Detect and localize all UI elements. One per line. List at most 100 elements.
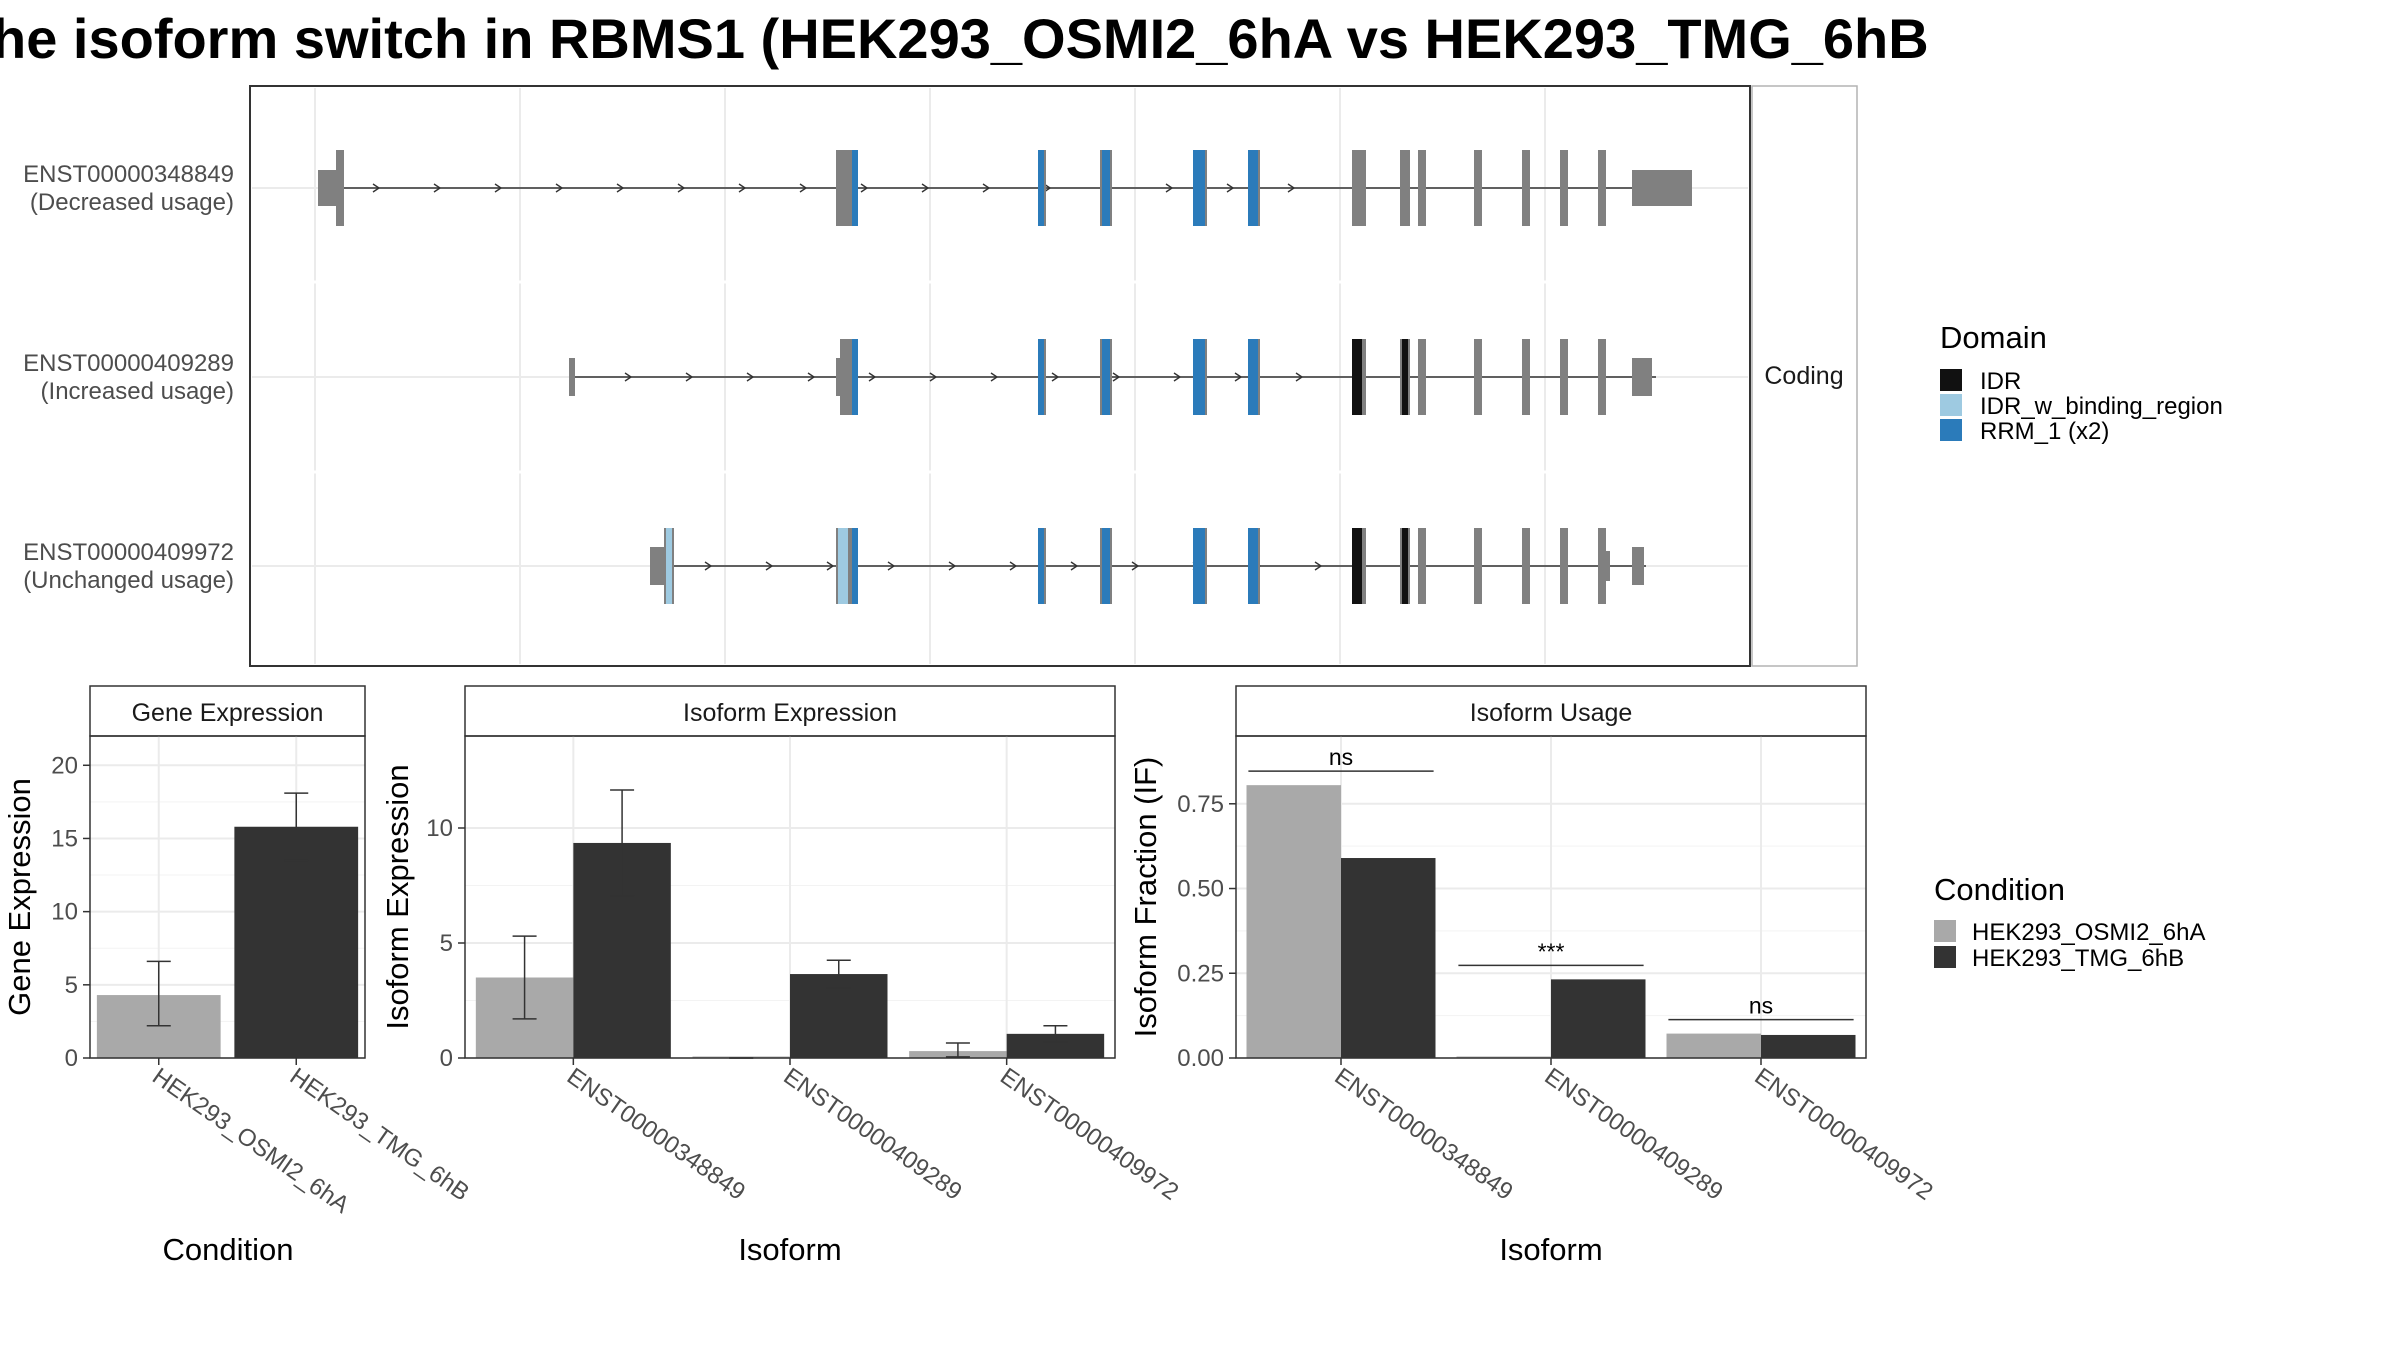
track-1-usage: (Decreased usage): [30, 189, 234, 216]
strand-arrow: [746, 372, 755, 382]
legend-swatch-condition-b: [1934, 946, 1956, 968]
exon-2-9: [1418, 528, 1426, 604]
exon-1-0: [569, 358, 575, 396]
strand-arrow: [685, 372, 694, 382]
strand-arrow: [990, 372, 999, 382]
ytick-label-0-2: 10: [51, 899, 78, 926]
bar-0-1: [234, 826, 359, 1058]
domain-legend: Domain IDR IDR_w_binding_region RRM_1 (x…: [1940, 320, 2223, 445]
domain-2-0: [852, 528, 858, 604]
ytick-label-2-3: 0.75: [1177, 791, 1224, 818]
domain-1-2: [1102, 339, 1110, 415]
ytick-label-1-2: 10: [426, 815, 453, 842]
exon-1-12: [1560, 339, 1568, 415]
exon-2-0: [650, 547, 668, 585]
strand-arrow: [799, 183, 808, 193]
x-axis-title-0: Condition: [163, 1232, 294, 1267]
exon-0-14: [1632, 170, 1692, 206]
strand-arrow: [826, 561, 835, 571]
strand-arrow: [1314, 561, 1323, 571]
y-axis-title-0: Gene Expression: [2, 778, 37, 1016]
ytick-label-0-3: 15: [51, 825, 78, 852]
exon-0-10: [1474, 150, 1482, 226]
strip-label-2: Isoform Usage: [1470, 699, 1633, 727]
exon-2-11: [1522, 528, 1530, 604]
strand-arrow: [807, 372, 816, 382]
strand-arrow: [948, 561, 957, 571]
figure-title: he isoform switch in RBMS1 (HEK293_OSMI2…: [0, 7, 1929, 70]
strip-2: [1235, 685, 1867, 737]
exon-0-13: [1598, 150, 1606, 226]
exon-2-13: [1598, 528, 1606, 604]
bar-2-s0-0: [1246, 785, 1341, 1058]
bar-2-s1-2: [1761, 1034, 1856, 1058]
strand-arrow: [433, 183, 442, 193]
strand-arrow: [616, 183, 625, 193]
legend-swatch-idr: [1940, 369, 1962, 391]
domain-extra-2-3: [1402, 528, 1408, 604]
panel-border-0: [89, 735, 366, 1059]
strand-arrow: [624, 372, 633, 382]
bar-2-s1-0: [1341, 858, 1436, 1058]
exon-0-2: [836, 150, 854, 226]
y-axis-title-2: Isoform Fraction (IF): [1128, 757, 1163, 1038]
ytick-label-1-1: 5: [440, 930, 453, 957]
track-2-id: ENST00000409289: [23, 350, 234, 377]
strand-arrow: [1051, 372, 1060, 382]
transcript-panel: Coding ENST00000348849 (Decreased usage)…: [23, 85, 1858, 667]
exon-0-7: [1352, 150, 1366, 226]
strip-label-1: Isoform Expression: [683, 699, 897, 727]
domain-0-0: [852, 150, 858, 226]
sig-label-2: ns: [1749, 993, 1773, 1019]
strand-arrow: [887, 561, 896, 571]
ytick-label-0-4: 20: [51, 752, 78, 779]
exon-1-13: [1598, 339, 1606, 415]
ytick-label-0-0: 0: [65, 1045, 78, 1072]
xtick-label-1-0: ENST00000348849: [562, 1063, 750, 1206]
domain-0-2: [1102, 150, 1110, 226]
strand-arrow: [555, 183, 564, 193]
exon-0-9: [1418, 150, 1426, 226]
domain-1-0: [852, 339, 858, 415]
y-axis-title-1: Isoform Expression: [380, 764, 415, 1029]
sig-label-0: ns: [1329, 744, 1353, 770]
domain-2-4: [1248, 528, 1258, 604]
legend-swatch-idr-binding: [1940, 394, 1962, 416]
strand-arrow: [1234, 372, 1243, 382]
legend-label-condition-a: HEK293_OSMI2_6hA: [1972, 919, 2205, 946]
domain-2-2: [1102, 528, 1110, 604]
exon-0-12: [1560, 150, 1568, 226]
coding-strip: [1751, 85, 1858, 667]
strip-label-0: Gene Expression: [132, 699, 324, 727]
exon-1-9: [1418, 339, 1426, 415]
exon-1-10: [1474, 339, 1482, 415]
domain-1-4: [1248, 339, 1258, 415]
panel-2: Isoform Usage ns *** ns 0.00 0.25 0.50 0.75 ENST…: [1128, 685, 1938, 1267]
track-3-id: ENST00000409972: [23, 539, 234, 566]
exon-1-14: [1632, 358, 1652, 396]
domain-1-3: [1193, 339, 1205, 415]
domain-1-1: [1038, 339, 1044, 415]
xtick-label-1-2: ENST00000409972: [995, 1063, 1183, 1206]
strand-arrow: [1173, 372, 1182, 382]
exon-2-14: [1606, 551, 1610, 581]
domain-0-3: [1193, 150, 1205, 226]
strand-arrow: [929, 372, 938, 382]
exon-0-11: [1522, 150, 1530, 226]
legend-swatch-condition-a: [1934, 920, 1956, 942]
exon-1-11: [1522, 339, 1530, 415]
ytick-label-2-2: 0.50: [1177, 876, 1224, 903]
legend-label-rrm: RRM_1 (x2): [1980, 418, 2109, 445]
exon-0-8: [1400, 150, 1410, 226]
track-2-usage: (Increased usage): [41, 378, 234, 405]
strand-arrow: [1295, 372, 1304, 382]
xtick-label-1-1: ENST00000409289: [779, 1063, 967, 1206]
exon-2-10: [1474, 528, 1482, 604]
bar-2-s0-2: [1666, 1033, 1761, 1058]
x-axis-title-2: Isoform: [1499, 1232, 1602, 1267]
domain-extra-2-2: [1352, 528, 1362, 604]
xtick-label-2-0: ENST00000348849: [1330, 1063, 1518, 1206]
legend-label-condition-b: HEK293_TMG_6hB: [1972, 945, 2184, 972]
domain-extra-2-1: [838, 528, 848, 604]
